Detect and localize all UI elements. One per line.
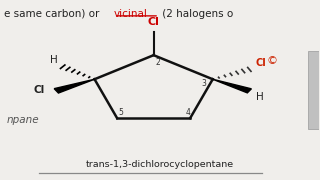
- Bar: [308, 51, 319, 129]
- Text: (2 halogens o: (2 halogens o: [159, 9, 233, 19]
- Polygon shape: [54, 79, 94, 93]
- Text: e same carbon) or: e same carbon) or: [4, 9, 102, 19]
- Text: H: H: [50, 55, 58, 65]
- Text: ©: ©: [267, 56, 278, 66]
- Text: vicinal: vicinal: [114, 9, 148, 19]
- Text: npane: npane: [7, 115, 40, 125]
- Text: Cl: Cl: [34, 85, 45, 95]
- Polygon shape: [213, 79, 252, 93]
- Text: Cl: Cl: [255, 58, 266, 68]
- Text: trans-1,3-dichlorocyclopentane: trans-1,3-dichlorocyclopentane: [86, 160, 234, 169]
- Text: 5: 5: [118, 108, 124, 117]
- Text: H: H: [256, 92, 263, 102]
- Text: 3: 3: [201, 79, 206, 88]
- Text: 2: 2: [155, 58, 160, 67]
- Text: Cl: Cl: [148, 17, 160, 28]
- Text: 4: 4: [185, 108, 190, 117]
